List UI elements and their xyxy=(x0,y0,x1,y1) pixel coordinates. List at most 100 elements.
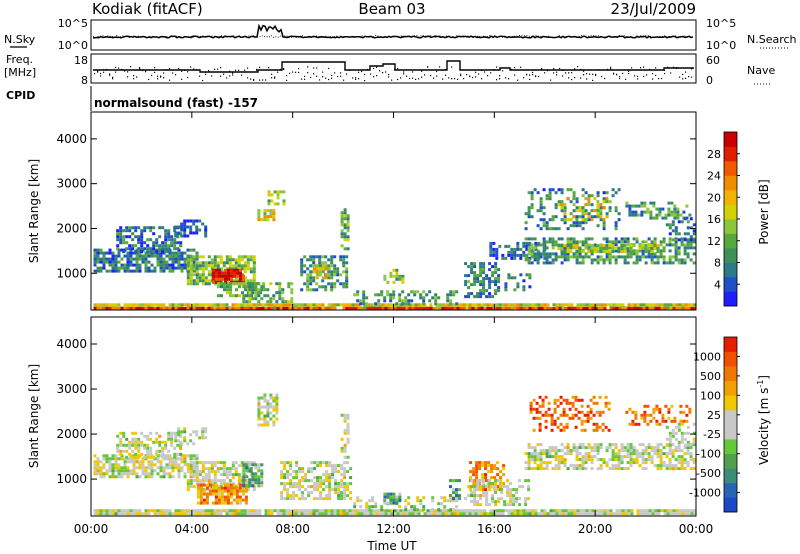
range-cell xyxy=(316,497,320,501)
range-cell xyxy=(449,494,452,498)
colorbar-segment xyxy=(724,248,737,263)
range-cell xyxy=(608,467,612,471)
range-cell xyxy=(529,401,533,405)
range-cell xyxy=(470,485,474,489)
range-cell xyxy=(325,470,329,474)
range-cell xyxy=(144,306,148,310)
range-cell xyxy=(692,461,696,465)
range-cell xyxy=(572,209,576,213)
range-cell xyxy=(135,460,139,464)
range-cell xyxy=(524,503,528,507)
range-cell xyxy=(546,512,550,516)
nave-dot xyxy=(517,79,519,81)
range-cell xyxy=(482,271,486,275)
range-cell xyxy=(473,277,477,281)
range-cell xyxy=(475,467,479,471)
range-cell xyxy=(180,306,184,310)
range-cell xyxy=(217,294,220,298)
range-cell xyxy=(529,407,533,411)
range-cell xyxy=(126,263,130,267)
range-cell xyxy=(593,258,597,262)
range-cell xyxy=(671,238,675,242)
range-cell xyxy=(455,290,459,294)
range-cell xyxy=(661,207,665,211)
range-cell xyxy=(189,231,193,235)
range-cell xyxy=(146,250,150,254)
range-cell xyxy=(565,413,569,417)
range-cell xyxy=(488,488,492,492)
range-cell xyxy=(348,509,352,513)
range-cell xyxy=(649,413,653,417)
range-cell xyxy=(581,250,585,254)
range-cell xyxy=(116,434,120,438)
range-cell xyxy=(500,488,504,492)
range-cell xyxy=(276,306,280,310)
range-cell xyxy=(283,485,287,489)
range-cell xyxy=(674,249,678,253)
range-cell xyxy=(295,473,299,477)
range-cell xyxy=(516,247,520,251)
range-cell xyxy=(183,219,187,223)
range-cell xyxy=(146,437,150,441)
range-cell xyxy=(223,285,226,289)
range-cell xyxy=(541,413,545,417)
range-cell xyxy=(481,461,485,465)
nave-dot xyxy=(241,74,243,76)
range-cell xyxy=(575,206,579,210)
range-cell xyxy=(493,464,497,468)
nave-dot xyxy=(496,79,498,81)
range-cell xyxy=(318,273,322,277)
range-cell xyxy=(238,501,242,505)
range-cell xyxy=(349,467,353,471)
range-cell xyxy=(174,257,178,261)
range-cell xyxy=(599,218,603,222)
range-cell xyxy=(518,497,522,501)
range-cell xyxy=(158,244,162,248)
range-cell xyxy=(513,250,517,254)
nave-dot xyxy=(568,72,570,74)
range-cell xyxy=(583,413,587,417)
range-cell xyxy=(545,255,549,259)
range-cell xyxy=(614,221,618,225)
range-cell xyxy=(559,413,563,417)
range-cell xyxy=(638,455,642,459)
range-cell xyxy=(147,460,151,464)
range-cell xyxy=(155,452,159,456)
range-cell xyxy=(563,244,567,248)
range-cell xyxy=(492,250,496,254)
range-cell xyxy=(240,264,244,268)
range-cell xyxy=(677,428,681,432)
range-cell xyxy=(192,279,196,283)
range-cell xyxy=(125,443,129,447)
range-cell xyxy=(96,469,100,473)
range-cell xyxy=(574,398,578,402)
range-cell xyxy=(269,417,273,421)
range-cell xyxy=(313,497,317,501)
nave-dot xyxy=(298,71,300,73)
range-cell xyxy=(611,244,615,248)
range-cell xyxy=(366,512,370,516)
nave-dot xyxy=(388,74,390,76)
range-cell xyxy=(538,410,542,414)
nave-dot xyxy=(592,79,594,81)
range-cell xyxy=(482,262,486,266)
range-cell xyxy=(509,488,513,492)
range-cell xyxy=(593,449,597,453)
range-cell xyxy=(226,498,230,502)
range-cell xyxy=(653,252,657,256)
range-cell xyxy=(111,475,115,479)
range-cell xyxy=(584,212,588,216)
range-cell xyxy=(462,512,466,516)
range-cell xyxy=(343,223,347,227)
range-cell xyxy=(117,509,121,513)
range-cell xyxy=(502,482,506,486)
range-cell xyxy=(205,486,209,490)
range-cell xyxy=(672,512,676,516)
range-cell xyxy=(248,300,252,304)
range-cell xyxy=(252,488,256,492)
range-cell xyxy=(131,443,135,447)
range-cell xyxy=(596,258,600,262)
range-cell xyxy=(140,247,144,251)
range-cell xyxy=(171,260,175,264)
range-cell xyxy=(149,226,153,230)
